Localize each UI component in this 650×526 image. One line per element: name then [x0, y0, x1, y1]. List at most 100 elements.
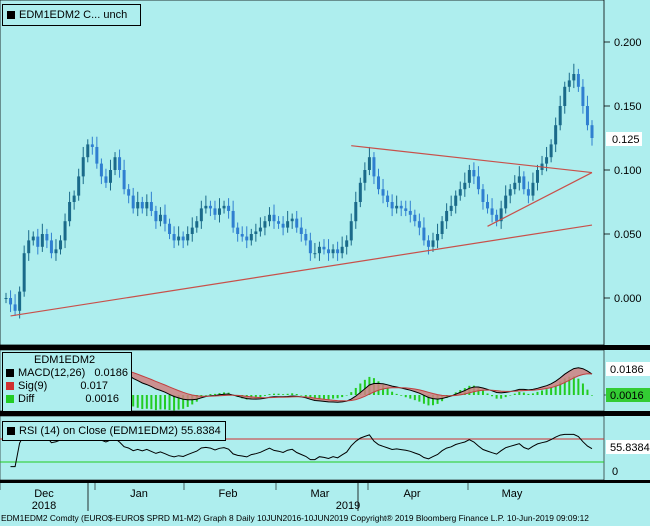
y-tick-label: 0.050 — [614, 229, 642, 241]
candle-body — [463, 182, 467, 190]
diff-bar — [286, 393, 289, 395]
candle-body — [317, 246, 321, 254]
candle-body — [445, 210, 449, 222]
candle-body — [308, 240, 312, 254]
macd-legend-row: MACD(12,26) 0.0186 — [6, 367, 128, 380]
candle-body — [545, 157, 549, 164]
diff-bar — [522, 392, 525, 395]
candle-body — [486, 202, 490, 209]
diff-bar — [491, 395, 494, 397]
candle-body — [336, 249, 340, 254]
diff-bar — [336, 395, 339, 399]
candle-body — [218, 208, 222, 215]
candle-body — [222, 205, 226, 209]
panel-separator — [0, 345, 650, 350]
candle-body — [549, 144, 553, 158]
candle-body — [304, 234, 308, 241]
candle-body — [263, 221, 267, 228]
diff-bar — [163, 395, 166, 410]
diff-bar — [418, 395, 421, 402]
candle-body — [18, 291, 22, 311]
candle-body — [404, 208, 408, 211]
candle-body — [590, 125, 594, 138]
year-label: 2019 — [336, 500, 360, 512]
trendline — [351, 145, 593, 174]
trendlines — [10, 145, 593, 317]
trendline — [10, 224, 593, 317]
candle-body — [322, 246, 326, 250]
diff-bar — [145, 395, 148, 409]
diff-bar — [332, 395, 335, 399]
candle-body — [258, 227, 262, 232]
diff-bar — [209, 394, 212, 395]
candle-body — [490, 208, 494, 215]
candle-body — [204, 205, 208, 209]
month-label: Mar — [311, 488, 330, 500]
candle-body — [554, 125, 558, 145]
diff-bar — [204, 395, 207, 396]
diff-bar — [559, 381, 562, 395]
candle-body — [168, 223, 172, 234]
diff-legend-row: Diff 0.0016 — [6, 393, 128, 406]
candle-body — [449, 205, 453, 211]
diff-bar — [391, 391, 394, 395]
candle-body — [331, 249, 335, 254]
candle-body — [340, 246, 344, 254]
candle-body — [158, 214, 162, 222]
month-label: Feb — [219, 488, 238, 500]
diff-bar — [586, 389, 589, 395]
candle-body — [154, 210, 158, 222]
candle-body — [408, 210, 412, 215]
macd-legend-title: EDM1EDM2 — [34, 354, 96, 366]
candle-body — [227, 205, 231, 211]
y-tick-label: 0.100 — [614, 165, 642, 177]
footer-text: EDM1EDM2 Comdty (EURO$-EURO$ SPRD M1-M2)… — [1, 513, 589, 523]
diff-bar — [186, 395, 189, 407]
candle-body — [399, 205, 403, 209]
diff-bar — [136, 395, 139, 408]
candle-body — [118, 157, 122, 170]
diff-bar — [527, 393, 530, 395]
candle-body — [576, 74, 580, 87]
candle-body — [513, 182, 517, 190]
diff-bar — [409, 395, 412, 399]
diff-bar — [295, 394, 298, 395]
diff-bar — [173, 395, 176, 411]
trendline — [487, 172, 593, 227]
candle-body — [22, 253, 26, 292]
candle-body — [245, 236, 249, 241]
diff-bar — [168, 395, 171, 411]
diff-bar — [495, 395, 498, 399]
diff-bar — [554, 384, 557, 395]
diff-bar — [282, 394, 285, 395]
candle-body — [585, 106, 589, 126]
candle-body — [358, 182, 362, 202]
candle-body — [327, 249, 331, 254]
candle-body — [95, 146, 99, 164]
candle-body — [277, 221, 281, 224]
y-tick-label: 0.200 — [614, 37, 642, 49]
candle-body — [499, 208, 503, 222]
diff-bar — [432, 395, 435, 406]
candle-body — [81, 157, 85, 177]
candle-body — [86, 144, 90, 158]
candle-body — [522, 176, 526, 190]
candle-body — [190, 227, 194, 234]
candle-body — [299, 227, 303, 234]
candle-body — [581, 86, 585, 106]
diff-bar — [268, 394, 271, 395]
candle-body — [313, 253, 317, 255]
rsi-line — [10, 433, 593, 468]
candle-body — [363, 170, 367, 183]
diff-bar — [259, 395, 262, 398]
diff-bar — [359, 383, 362, 395]
candle-body — [458, 189, 462, 196]
macd-legend: EDM1EDM2 MACD(12,26) 0.0186 Sig(9) 0.017… — [2, 352, 132, 412]
candle-body — [426, 240, 430, 247]
candle-body — [249, 234, 253, 241]
diff-bar — [277, 393, 280, 395]
macd-last-label: 0.0186 — [606, 362, 650, 376]
diff-bar — [300, 395, 303, 396]
candle-body — [413, 214, 417, 222]
candle-body — [281, 223, 285, 228]
